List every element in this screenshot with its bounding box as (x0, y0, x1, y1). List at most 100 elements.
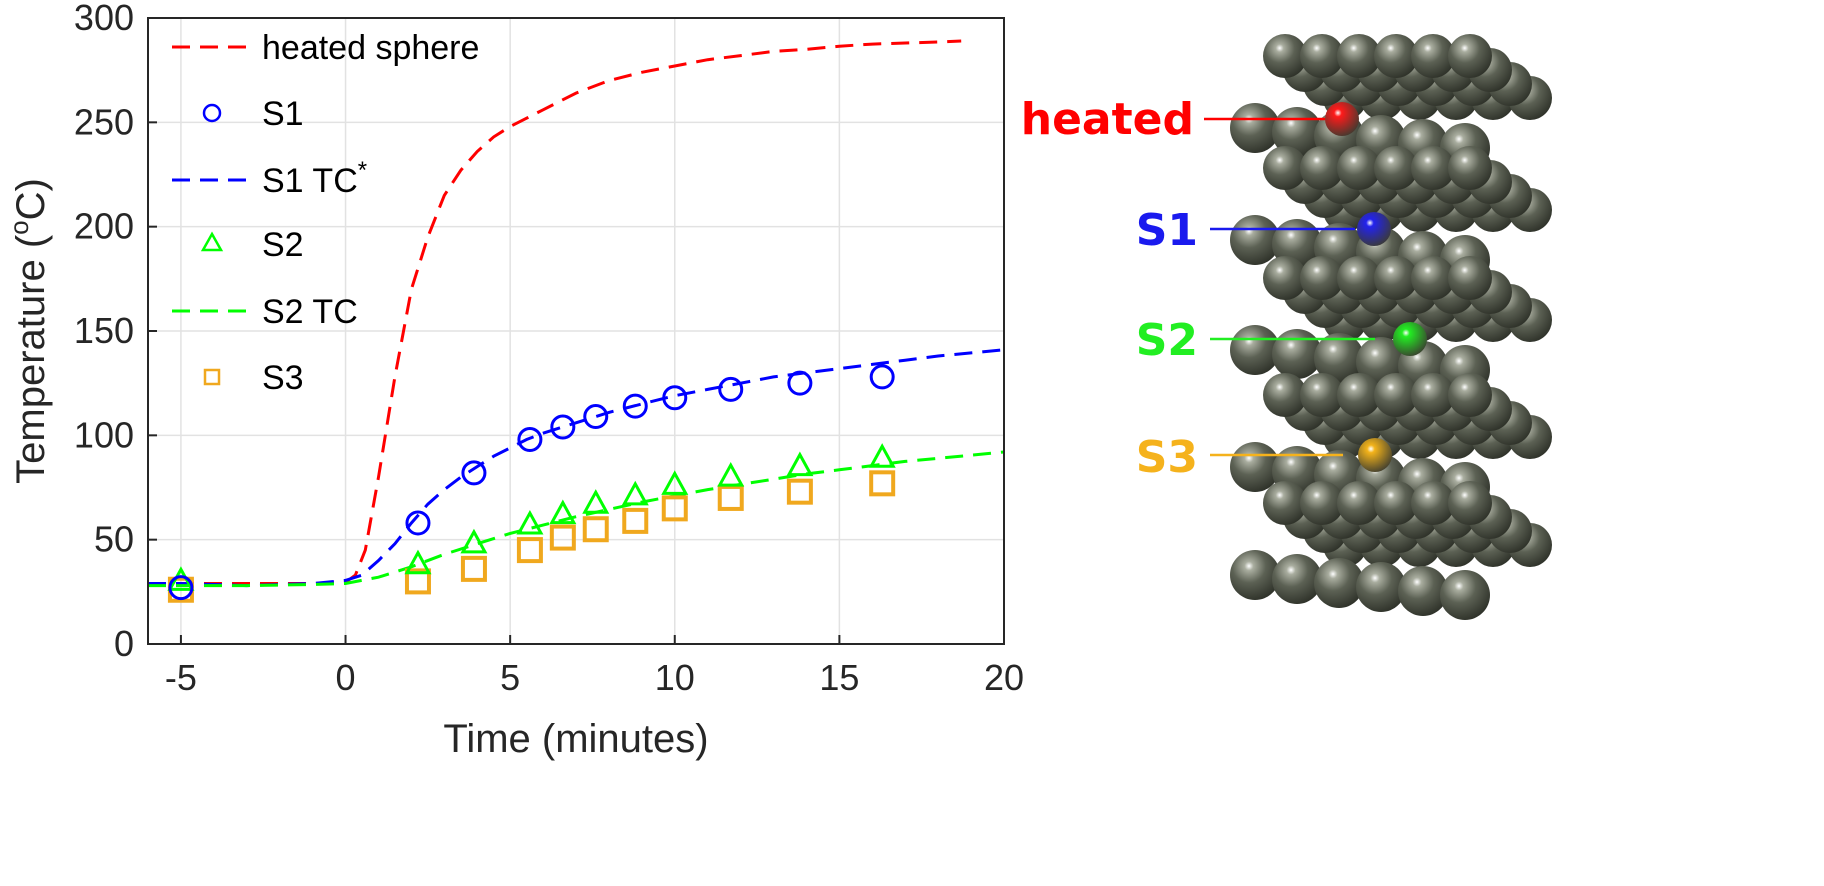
sphere-layer-schematic: heated S1 S2 S3 (1021, 34, 1552, 620)
sphere (1448, 373, 1492, 417)
layer-label-s2: S2 (1136, 315, 1198, 366)
y-tick-label: 0 (114, 623, 134, 664)
sphere (1411, 146, 1455, 190)
grid-lines (148, 17, 1005, 645)
series-line-s1-tc (148, 348, 1005, 588)
sphere (1337, 146, 1381, 190)
legend-swatch-s2 (200, 231, 224, 252)
data-point-s3 (549, 524, 576, 551)
sphere (1448, 481, 1492, 525)
data-point-s3 (661, 495, 688, 522)
sphere (1411, 481, 1455, 525)
data-point-s1 (461, 460, 487, 486)
data-point-s2 (549, 499, 577, 525)
data-point-s1 (787, 370, 813, 396)
data-point-s1 (622, 393, 648, 419)
x-tick-label: -5 (165, 657, 197, 698)
x-tick-label: 15 (819, 657, 859, 698)
sphere (1374, 373, 1418, 417)
sphere (1300, 146, 1344, 190)
data-point-s1 (718, 376, 744, 402)
y-tick-label: 300 (74, 0, 134, 38)
data-point-s3 (786, 478, 813, 505)
sphere (1272, 554, 1322, 604)
legend-label-heated-sphere: heated sphere (262, 29, 479, 67)
y-axis-title-sup: o (4, 220, 34, 234)
legend-item-heated-sphere: heated sphere (172, 29, 479, 67)
data-point-s3 (516, 537, 543, 564)
layer-label-s3: S3 (1136, 432, 1198, 483)
legend-item-s2-tc: S2 TC (172, 293, 358, 331)
sphere (1337, 373, 1381, 417)
highlighted-sphere (1393, 322, 1427, 356)
highlighted-sphere (1357, 212, 1391, 246)
x-tick-label: 5 (500, 657, 520, 698)
sphere (1411, 373, 1455, 417)
y-axis-title-main: Temperature ( (9, 234, 53, 484)
legend-label-s1-tc-base: S1 TC (262, 162, 358, 200)
y-tick-label: 100 (74, 414, 134, 455)
sphere (1411, 256, 1455, 300)
series-layer (148, 39, 1005, 603)
legend: heated sphere S1 S1 TC* S2 S2 TC S3 (172, 29, 479, 397)
legend-item-s1: S1 (202, 95, 304, 133)
data-point-s1 (405, 510, 431, 536)
y-tick-label: 200 (74, 206, 134, 247)
legend-item-s3: S3 (203, 359, 304, 397)
sphere (1263, 256, 1307, 300)
legend-item-s2: S2 (200, 226, 304, 264)
data-point-s2 (661, 470, 689, 495)
data-point-s3 (717, 484, 744, 511)
data-point-s2 (516, 509, 544, 535)
sphere-layer-2 (1230, 146, 1552, 285)
legend-label-s1-tc-sup: * (358, 157, 367, 184)
data-point-s1 (168, 575, 194, 601)
sphere (1448, 256, 1492, 300)
legend-label-s3: S3 (262, 359, 304, 397)
sphere (1337, 481, 1381, 525)
sphere (1263, 34, 1307, 78)
sphere (1374, 256, 1418, 300)
data-point-s3 (460, 555, 487, 582)
y-axis-title: Temperature (oC) (4, 178, 53, 484)
sphere (1272, 329, 1322, 379)
sphere (1230, 215, 1280, 265)
sphere (1300, 373, 1344, 417)
sphere (1300, 34, 1344, 78)
sphere (1448, 34, 1492, 78)
series-s1 (168, 364, 895, 601)
sphere-layer-5 (1230, 481, 1552, 620)
data-point-s2 (786, 451, 814, 477)
sphere (1230, 325, 1280, 375)
data-point-s3 (404, 568, 431, 595)
sphere (1337, 256, 1381, 300)
data-point-s1 (583, 404, 609, 430)
y-tick-label: 50 (94, 519, 134, 560)
data-point-s2 (582, 489, 610, 514)
legend-label-s2: S2 (262, 226, 304, 264)
layer-label-heated: heated (1021, 94, 1194, 145)
sphere (1300, 481, 1344, 525)
sphere (1374, 34, 1418, 78)
sphere (1263, 146, 1307, 190)
data-point-s2 (621, 480, 649, 506)
data-point-s2 (460, 528, 488, 554)
sphere (1356, 562, 1406, 612)
x-tick-label: 0 (336, 657, 356, 698)
y-tick-label: 150 (74, 310, 134, 351)
sphere (1263, 373, 1307, 417)
x-axis-title: Time (minutes) (443, 717, 708, 761)
data-point-s1 (869, 364, 895, 390)
data-point-s3 (582, 516, 609, 543)
x-tick-label: 20 (984, 657, 1024, 698)
sphere (1263, 481, 1307, 525)
data-point-s1 (517, 427, 543, 453)
data-point-s3 (869, 470, 896, 497)
data-point-s3 (622, 507, 649, 534)
data-point-s2 (404, 549, 432, 575)
sphere (1230, 103, 1280, 153)
layer-label-s1: S1 (1136, 205, 1198, 256)
highlighted-sphere (1358, 438, 1392, 472)
